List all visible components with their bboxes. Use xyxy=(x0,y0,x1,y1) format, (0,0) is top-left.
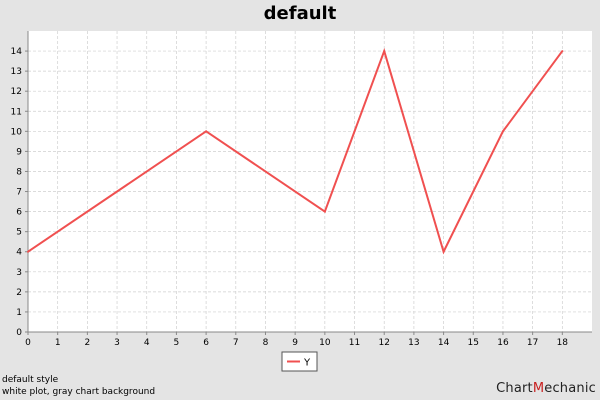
x-tick-label: 5 xyxy=(174,338,180,348)
x-tick-label: 0 xyxy=(25,338,31,348)
brand-mid: hart xyxy=(505,381,533,396)
data-point xyxy=(561,50,564,53)
y-tick-label: 7 xyxy=(16,188,22,198)
data-point xyxy=(323,210,326,213)
y-tick-label: 0 xyxy=(16,328,22,338)
x-tick-label: 9 xyxy=(292,338,298,348)
x-tick-label: 15 xyxy=(468,338,479,348)
x-tick-label: 14 xyxy=(438,338,450,348)
legend-label: Y xyxy=(303,358,311,369)
data-point xyxy=(501,130,504,133)
x-tick-label: 1 xyxy=(55,338,61,348)
x-tick-label: 17 xyxy=(527,338,538,348)
grid-lines xyxy=(27,31,592,333)
x-tick-label: 7 xyxy=(233,338,239,348)
y-tick-label: 11 xyxy=(11,107,22,117)
brand-accent: M xyxy=(532,381,545,396)
x-tick-label: 16 xyxy=(497,338,509,348)
y-tick-label: 12 xyxy=(11,87,22,97)
y-tick-label: 9 xyxy=(16,147,22,157)
y-tick-label: 2 xyxy=(16,288,22,298)
x-tick-label: 12 xyxy=(378,338,389,348)
series-layer xyxy=(27,47,564,255)
x-tick-label: 3 xyxy=(114,338,120,348)
footnote-background: white plot, gray chart background xyxy=(2,387,156,397)
axes xyxy=(27,31,592,333)
y-tick-label: 3 xyxy=(16,268,22,278)
x-tick-label: 10 xyxy=(319,338,331,348)
y-tick-label: 14 xyxy=(11,47,23,57)
data-point xyxy=(205,130,208,133)
plot-area xyxy=(28,31,592,332)
y-tick-label: 6 xyxy=(16,208,22,218)
y-tick-label: 13 xyxy=(11,67,22,77)
brand-suffix: echanic xyxy=(544,381,596,396)
y-tick-label: 10 xyxy=(11,127,23,137)
chart-title: default xyxy=(264,3,337,24)
legend: Y xyxy=(281,351,318,372)
data-point xyxy=(383,50,386,53)
data-point xyxy=(442,250,445,253)
y-tick-label: 1 xyxy=(16,308,22,318)
y-tick-label: 5 xyxy=(16,228,22,238)
x-tick-label: 6 xyxy=(203,338,209,348)
x-tick-label: 13 xyxy=(408,338,419,348)
x-tick-label: 2 xyxy=(85,338,91,348)
x-axis-ticks: 0 1 2 3 4 5 6 7 8 9 10 11 12 13 14 15 16 17 18 xyxy=(25,332,568,348)
brand-prefix: C xyxy=(496,381,506,396)
x-tick-label: 18 xyxy=(557,338,569,348)
data-point xyxy=(27,250,29,253)
x-tick-label: 11 xyxy=(349,338,360,348)
footnote-style: default style xyxy=(2,375,59,385)
x-tick-label: 8 xyxy=(263,338,269,348)
y-tick-label: 4 xyxy=(16,248,22,258)
brand-logo: ChartMechanic xyxy=(496,381,596,396)
y-tick-label: 8 xyxy=(16,167,22,177)
x-tick-label: 4 xyxy=(144,338,150,348)
